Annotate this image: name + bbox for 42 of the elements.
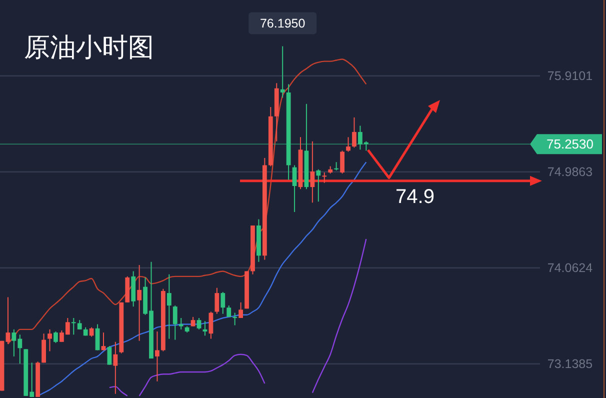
candlestick: [352, 116, 356, 148]
candlestick: [316, 168, 321, 202]
candlestick: [155, 330, 160, 382]
candlestick: [77, 320, 82, 330]
text: 原油小时图: [24, 32, 154, 62]
candlestick: [42, 333, 46, 364]
candlestick: [89, 326, 94, 338]
candlestick: [6, 296, 10, 344]
candlestick: [54, 330, 58, 344]
y-tick-label: 75.9101: [547, 69, 593, 84]
candlestick: [220, 292, 226, 314]
candlestick: [292, 164, 297, 212]
annotation: 76.1950: [260, 16, 306, 31]
candlestick: [48, 328, 52, 352]
candlestick: [340, 150, 344, 174]
candlestick: [346, 136, 350, 152]
candlestick: [166, 274, 172, 340]
candlestick: [310, 140, 315, 204]
candlestick: [334, 162, 339, 171]
candlestick: [71, 317, 76, 336]
candlestick: [107, 346, 112, 366]
candlestick: [238, 302, 243, 318]
y-tick-label: 73.1385: [547, 357, 593, 372]
candlestick: [178, 317, 184, 330]
candlestick: [214, 287, 220, 314]
candlestick: [113, 341, 118, 394]
candlestick: [280, 46, 285, 98]
candlestick: [226, 305, 232, 318]
candlestick: [190, 316, 196, 327]
candlestick: [208, 311, 214, 340]
candlestick: [196, 317, 202, 330]
line-series: [37, 162, 367, 397]
ref-line-label: 75.2530: [546, 136, 594, 152]
line-series: [7, 58, 367, 345]
y-tick-label: 74.0624: [547, 261, 593, 276]
y-tick-label: 74.9863: [547, 165, 593, 180]
candlestick: [322, 172, 327, 184]
candlestick: [172, 305, 178, 340]
ref-line-label: 74.9: [396, 186, 434, 208]
candlestick: [137, 264, 142, 342]
candlestick: [232, 312, 238, 326]
candlestick: [95, 324, 100, 351]
